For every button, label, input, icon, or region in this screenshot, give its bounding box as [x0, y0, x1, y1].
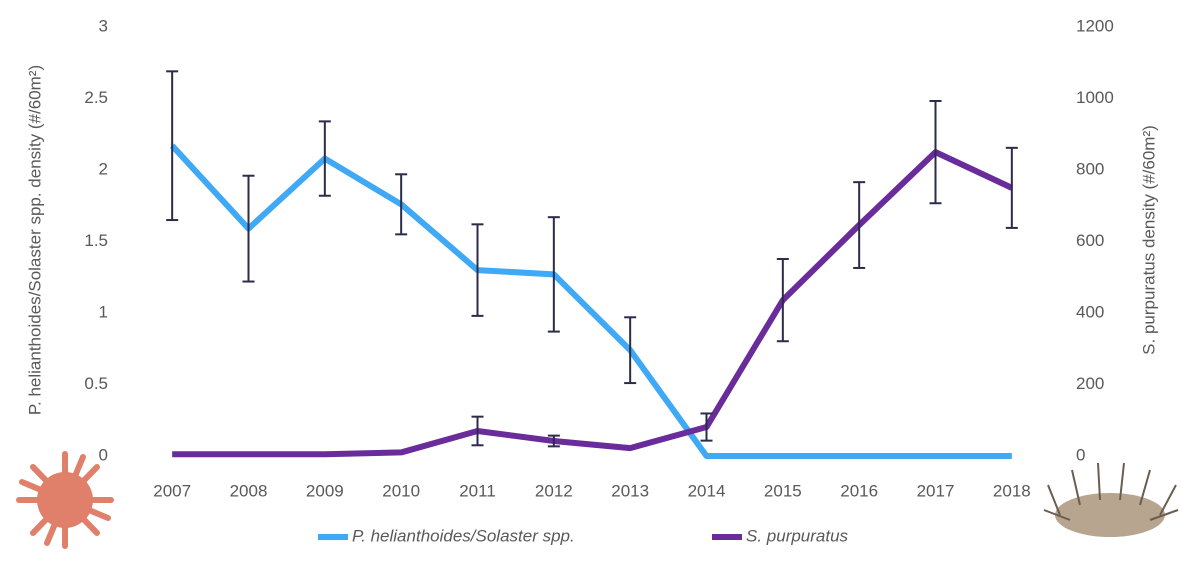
- error-bar: [624, 316, 637, 385]
- urchin-icon: [1043, 462, 1179, 537]
- x-tick-label: 2007: [153, 481, 191, 500]
- error-bar: [242, 174, 255, 283]
- y2-axis-label: S. purpuratus density (#/60m²): [1139, 125, 1158, 355]
- y-tick-label: 2.5: [84, 88, 108, 107]
- x-tick-label: 2018: [993, 481, 1031, 500]
- y-tick-label: 1: [99, 302, 108, 321]
- y-tick-label: 1.5: [84, 231, 108, 250]
- error-bar: [700, 412, 713, 442]
- x-tick-label: 2015: [764, 481, 802, 500]
- error-bar: [547, 216, 560, 333]
- x-tick-label: 2012: [535, 481, 573, 500]
- error-bar: [547, 434, 560, 448]
- legend-label: P. helianthoides/Solaster spp.: [352, 526, 575, 545]
- y-tick-label: 0: [99, 445, 108, 464]
- y2-tick-label: 1000: [1076, 88, 1114, 107]
- y2-tick-label: 600: [1076, 231, 1104, 250]
- series-line: [172, 149, 1014, 458]
- error-bar: [853, 181, 866, 269]
- y-tick-label: 2: [99, 159, 108, 178]
- y2-tick-label: 1200: [1076, 16, 1114, 35]
- y-axis-label: P. helianthoides/Solaster spp. density (…: [25, 65, 44, 415]
- x-tick-label: 2010: [382, 481, 420, 500]
- y2-tick-label: 200: [1076, 374, 1104, 393]
- x-tick-label: 2008: [230, 481, 268, 500]
- error-bar: [318, 120, 331, 197]
- y2-tick-label: 800: [1076, 159, 1104, 178]
- error-bar: [1005, 146, 1018, 229]
- sea-star-icon: [16, 451, 114, 549]
- legend-label: S. purpuratus: [746, 526, 849, 545]
- x-tick-label: 2014: [688, 481, 726, 500]
- error-bar: [471, 223, 484, 317]
- x-tick-label: 2009: [306, 481, 344, 500]
- error-bar: [776, 258, 789, 343]
- y2-tick-label: 0: [1076, 445, 1085, 464]
- x-tick-label: 2016: [840, 481, 878, 500]
- y-tick-label: 0.5: [84, 374, 108, 393]
- x-tick-label: 2017: [917, 481, 955, 500]
- series-line: [169, 143, 1012, 459]
- y2-tick-label: 400: [1076, 302, 1104, 321]
- error-bar: [471, 415, 484, 447]
- error-bar: [395, 173, 408, 236]
- error-bar: [929, 100, 942, 205]
- x-tick-label: 2013: [611, 481, 649, 500]
- x-tick-label: 2011: [459, 481, 496, 500]
- y-tick-label: 3: [99, 16, 108, 35]
- error-bar: [166, 70, 179, 222]
